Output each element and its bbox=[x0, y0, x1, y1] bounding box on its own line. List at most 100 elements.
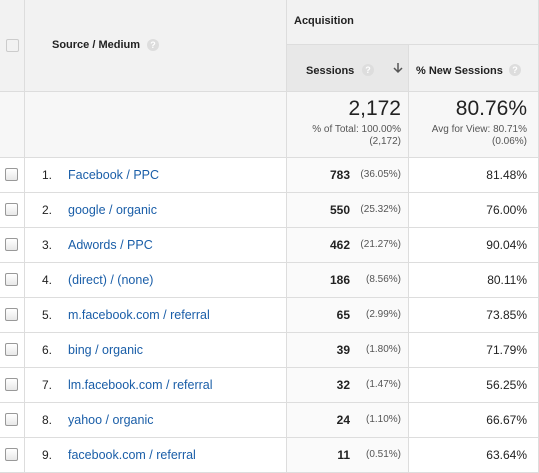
help-icon[interactable]: ? bbox=[362, 64, 374, 76]
row-index: 4. bbox=[42, 273, 53, 287]
sessions-value: 39 bbox=[336, 343, 350, 357]
source-link[interactable]: Adwords / PPC bbox=[68, 238, 153, 252]
total-value: 2,172 bbox=[348, 97, 401, 120]
row-checkbox[interactable] bbox=[5, 448, 18, 461]
select-all-checkbox[interactable] bbox=[6, 39, 19, 52]
row-index: 7. bbox=[42, 378, 53, 392]
row-cell bbox=[0, 403, 25, 438]
sessions-value: 462 bbox=[329, 238, 350, 252]
row-cell bbox=[0, 333, 25, 368]
new-sessions-value: 63.64% bbox=[486, 448, 527, 462]
help-icon[interactable]: ? bbox=[147, 39, 159, 51]
row-cell bbox=[287, 228, 409, 263]
sessions-value: 24 bbox=[336, 413, 350, 427]
row-cell bbox=[287, 368, 409, 403]
row-checkbox[interactable] bbox=[5, 238, 18, 251]
source-link[interactable]: bing / organic bbox=[68, 343, 144, 357]
row-index: 2. bbox=[42, 203, 53, 217]
total-note: (0.06%) bbox=[491, 136, 527, 147]
sessions-value: 32 bbox=[336, 378, 350, 392]
source-link[interactable]: lm.facebook.com / referral bbox=[68, 378, 213, 392]
row-cell bbox=[25, 158, 287, 193]
total-note: % of Total: 100.00% bbox=[312, 124, 401, 135]
sessions-value: 65 bbox=[336, 308, 350, 322]
source-link[interactable]: Facebook / PPC bbox=[68, 168, 160, 182]
sort-arrow bbox=[393, 63, 403, 74]
row-cell bbox=[0, 158, 25, 193]
row-index: 3. bbox=[42, 238, 53, 252]
help-icon[interactable]: ? bbox=[509, 64, 521, 76]
totals-cell bbox=[25, 92, 287, 158]
row-checkbox[interactable] bbox=[5, 343, 18, 356]
row-cell bbox=[287, 333, 409, 368]
row-checkbox[interactable] bbox=[5, 168, 18, 181]
source-link[interactable]: facebook.com / referral bbox=[68, 448, 196, 462]
total-value: 80.76% bbox=[455, 97, 527, 120]
sessions-value: 550 bbox=[329, 203, 350, 217]
row-cell bbox=[0, 193, 25, 228]
source-link[interactable]: m.facebook.com / referral bbox=[68, 308, 210, 322]
new-sessions-value: 56.25% bbox=[486, 378, 527, 392]
header-cell bbox=[287, 45, 409, 92]
sessions-share: (1.80%) bbox=[365, 344, 401, 355]
row-cell bbox=[287, 403, 409, 438]
source-link[interactable]: google / organic bbox=[68, 203, 157, 217]
row-checkbox[interactable] bbox=[5, 378, 18, 391]
column-header[interactable]: Source / Medium bbox=[52, 39, 141, 51]
new-sessions-value: 80.11% bbox=[487, 273, 527, 287]
row-cell bbox=[287, 193, 409, 228]
row-checkbox[interactable] bbox=[5, 203, 18, 216]
row-checkbox[interactable] bbox=[5, 413, 18, 426]
sessions-value: 11 bbox=[337, 448, 350, 462]
row-index: 1. bbox=[42, 168, 53, 182]
group-header: Acquisition bbox=[294, 15, 354, 27]
row-cell bbox=[25, 193, 287, 228]
header-cell bbox=[409, 45, 539, 92]
totals-cell bbox=[409, 92, 539, 158]
row-index: 8. bbox=[42, 413, 53, 427]
source-link[interactable]: yahoo / organic bbox=[68, 413, 154, 427]
new-sessions-value: 81.48% bbox=[486, 168, 527, 182]
row-cell bbox=[287, 263, 409, 298]
sessions-share: (1.47%) bbox=[365, 379, 401, 390]
row-cell bbox=[25, 333, 287, 368]
row-index: 6. bbox=[42, 343, 53, 357]
row-index: 5. bbox=[42, 308, 53, 322]
row-cell bbox=[25, 228, 287, 263]
sessions-share: (2.99%) bbox=[365, 309, 401, 320]
sessions-share: (36.05%) bbox=[360, 169, 401, 180]
new-sessions-value: 76.00% bbox=[486, 203, 527, 217]
row-cell bbox=[0, 263, 25, 298]
sessions-value: 186 bbox=[329, 273, 350, 287]
column-header[interactable]: Sessions bbox=[306, 65, 355, 77]
row-cell bbox=[25, 298, 287, 333]
row-cell bbox=[0, 368, 25, 403]
row-checkbox[interactable] bbox=[5, 273, 18, 286]
row-cell bbox=[0, 298, 25, 333]
sessions-share: (0.51%) bbox=[365, 449, 401, 460]
row-cell bbox=[25, 368, 287, 403]
sessions-share: (1.10%) bbox=[365, 414, 401, 425]
sessions-value: 783 bbox=[329, 168, 350, 182]
new-sessions-value: 71.79% bbox=[486, 343, 527, 357]
new-sessions-value: 66.67% bbox=[486, 413, 527, 427]
total-note: (2,172) bbox=[369, 136, 401, 147]
new-sessions-value: 73.85% bbox=[486, 308, 527, 322]
row-cell bbox=[287, 158, 409, 193]
totals-cell bbox=[287, 92, 409, 158]
row-index: 9. bbox=[42, 448, 53, 462]
new-sessions-value: 90.04% bbox=[486, 238, 527, 252]
row-cell bbox=[25, 263, 287, 298]
row-cell bbox=[287, 298, 409, 333]
sessions-share: (21.27%) bbox=[360, 239, 401, 250]
row-cell bbox=[25, 403, 287, 438]
sessions-share: (8.56%) bbox=[365, 274, 401, 285]
source-link[interactable]: (direct) / (none) bbox=[68, 273, 154, 287]
header-cell bbox=[287, 0, 539, 45]
row-checkbox[interactable] bbox=[5, 308, 18, 321]
column-header[interactable]: % New Sessions bbox=[416, 65, 503, 77]
total-note: Avg for View: 80.71% bbox=[431, 124, 527, 135]
row-cell bbox=[0, 228, 25, 263]
sessions-share: (25.32%) bbox=[360, 204, 401, 215]
